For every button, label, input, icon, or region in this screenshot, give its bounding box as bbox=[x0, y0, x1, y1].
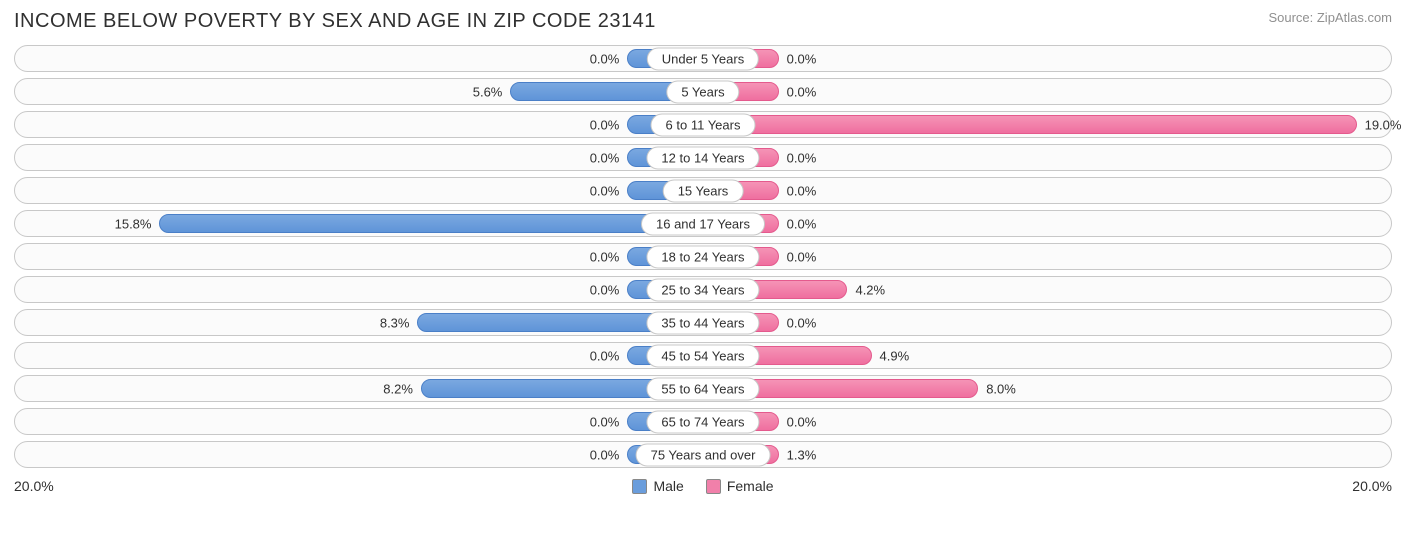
male-value: 0.0% bbox=[590, 51, 620, 66]
category-label: Under 5 Years bbox=[647, 47, 759, 70]
female-value: 0.0% bbox=[787, 51, 817, 66]
female-value: 4.9% bbox=[880, 348, 910, 363]
female-value: 4.2% bbox=[855, 282, 885, 297]
chart-row: 0.0%19.0%6 to 11 Years bbox=[14, 111, 1392, 138]
female-swatch-icon bbox=[706, 479, 721, 494]
male-value: 0.0% bbox=[590, 183, 620, 198]
chart-row: 0.0% 0.0% Under 5 Years bbox=[14, 45, 1392, 72]
female-value: 8.0% bbox=[986, 381, 1016, 396]
male-value: 0.0% bbox=[590, 150, 620, 165]
chart-row: 0.0% 0.0% 15 Years bbox=[14, 177, 1392, 204]
chart-row: 0.0% 0.0% 12 to 14 Years bbox=[14, 144, 1392, 171]
chart-title: INCOME BELOW POVERTY BY SEX AND AGE IN Z… bbox=[14, 10, 656, 33]
chart-row: 5.6% 0.0% 5 Years bbox=[14, 78, 1392, 105]
male-value: 5.6% bbox=[473, 84, 503, 99]
chart-row: 15.8% 0.0% 16 and 17 Years bbox=[14, 210, 1392, 237]
legend-male-label: Male bbox=[653, 478, 683, 494]
category-label: 45 to 54 Years bbox=[646, 344, 759, 367]
category-label: 18 to 24 Years bbox=[646, 245, 759, 268]
female-value: 0.0% bbox=[787, 414, 817, 429]
category-label: 5 Years bbox=[666, 80, 739, 103]
female-bar bbox=[703, 115, 1357, 134]
female-value: 0.0% bbox=[787, 249, 817, 264]
chart-header: INCOME BELOW POVERTY BY SEX AND AGE IN Z… bbox=[14, 10, 1392, 33]
chart-container: INCOME BELOW POVERTY BY SEX AND AGE IN Z… bbox=[0, 0, 1406, 558]
male-value: 0.0% bbox=[590, 414, 620, 429]
female-value: 1.3% bbox=[787, 447, 817, 462]
category-label: 16 and 17 Years bbox=[641, 212, 765, 235]
male-swatch-icon bbox=[632, 479, 647, 494]
legend: Male Female bbox=[632, 478, 773, 494]
chart-row: 0.0% 4.9% 45 to 54 Years bbox=[14, 342, 1392, 369]
chart-rows: 0.0% 0.0% Under 5 Years 5.6% 0.0% 5 Years 0.0%… bbox=[14, 45, 1392, 468]
category-label: 65 to 74 Years bbox=[646, 410, 759, 433]
category-label: 6 to 11 Years bbox=[651, 113, 756, 136]
chart-row: 0.0% 0.0% 18 to 24 Years bbox=[14, 243, 1392, 270]
male-value: 0.0% bbox=[590, 348, 620, 363]
chart-footer: 20.0% Male Female 20.0% bbox=[14, 478, 1392, 494]
female-value: 0.0% bbox=[787, 183, 817, 198]
female-value: 0.0% bbox=[787, 216, 817, 231]
male-value: 8.3% bbox=[380, 315, 410, 330]
male-value: 0.0% bbox=[590, 282, 620, 297]
axis-label-right: 20.0% bbox=[1352, 478, 1392, 494]
category-label: 12 to 14 Years bbox=[646, 146, 759, 169]
chart-row: 0.0% 1.3% 75 Years and over bbox=[14, 441, 1392, 468]
male-value: 15.8% bbox=[115, 216, 152, 231]
female-value: 0.0% bbox=[787, 84, 817, 99]
chart-row: 8.3% 0.0% 35 to 44 Years bbox=[14, 309, 1392, 336]
category-label: 25 to 34 Years bbox=[646, 278, 759, 301]
male-value: 0.0% bbox=[590, 447, 620, 462]
chart-row: 0.0% 0.0% 65 to 74 Years bbox=[14, 408, 1392, 435]
male-value: 8.2% bbox=[383, 381, 413, 396]
female-value: 0.0% bbox=[787, 315, 817, 330]
male-value: 0.0% bbox=[590, 117, 620, 132]
category-label: 75 Years and over bbox=[636, 443, 771, 466]
chart-row: 8.2% 8.0% 55 to 64 Years bbox=[14, 375, 1392, 402]
male-bar bbox=[159, 214, 703, 233]
category-label: 35 to 44 Years bbox=[646, 311, 759, 334]
legend-female-label: Female bbox=[727, 478, 774, 494]
legend-female: Female bbox=[706, 478, 774, 494]
female-value: 0.0% bbox=[787, 150, 817, 165]
legend-male: Male bbox=[632, 478, 683, 494]
category-label: 55 to 64 Years bbox=[646, 377, 759, 400]
chart-row: 0.0% 4.2% 25 to 34 Years bbox=[14, 276, 1392, 303]
axis-label-left: 20.0% bbox=[14, 478, 54, 494]
chart-source: Source: ZipAtlas.com bbox=[1268, 10, 1392, 25]
female-value: 19.0% bbox=[1365, 117, 1402, 132]
male-value: 0.0% bbox=[590, 249, 620, 264]
category-label: 15 Years bbox=[663, 179, 744, 202]
